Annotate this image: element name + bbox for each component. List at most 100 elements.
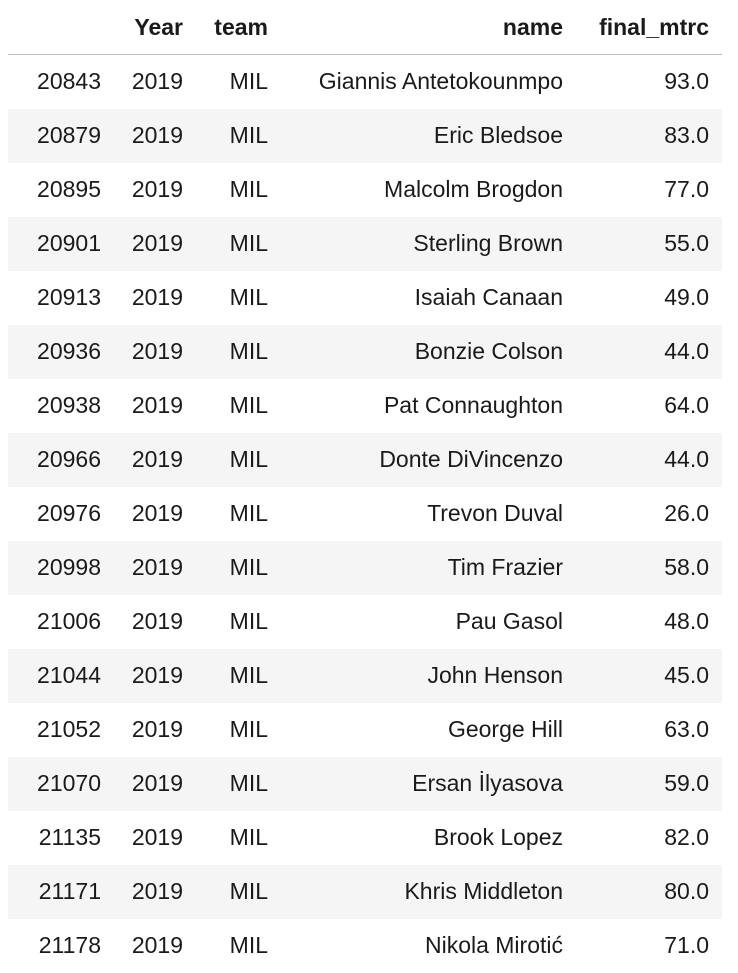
table-row: 20998 2019 MIL Tim Frazier 58.0 [8,540,722,595]
row-index: 20843 [37,68,101,95]
table-row: 20879 2019 MIL Eric Bledsoe 83.0 [8,108,722,163]
cell-final-mtrc: 55.0 [664,230,709,256]
table-row: 21006 2019 MIL Pau Gasol 48.0 [8,595,722,649]
row-index: 20913 [37,284,101,310]
header-name: name [281,0,576,55]
table-row: 20901 2019 MIL Sterling Brown 55.0 [8,216,722,271]
header-team: team [196,0,281,55]
cell-final-mtrc: 93.0 [664,68,709,95]
cell-team: MIL [229,500,268,526]
cell-team: MIL [229,554,268,580]
cell-team: MIL [229,446,268,472]
cell-team: MIL [229,284,268,310]
cell-final-mtrc: 83.0 [664,122,709,148]
cell-name: Khris Middleton [404,878,563,904]
cell-name: Isaiah Canaan [414,284,563,310]
cell-team: MIL [229,122,268,148]
row-index: 21135 [38,824,101,850]
cell-final-mtrc: 44.0 [664,338,709,364]
table-row: 20966 2019 MIL Donte DiVincenzo 44.0 [8,432,722,487]
cell-name: Giannis Antetokounmpo [318,68,563,95]
cell-name: Ersan İlyasova [412,770,563,796]
row-index: 20998 [37,554,101,580]
cell-name: Nikola Mirotić [424,932,563,958]
cell-name: Pau Gasol [455,608,563,634]
cell-final-mtrc: 48.0 [664,608,709,634]
cell-team: MIL [229,662,268,688]
cell-team: MIL [229,932,268,958]
cell-name: Trevon Duval [427,500,563,526]
cell-year: 2019 [131,608,183,634]
cell-year: 2019 [131,554,183,580]
table-row: 21171 2019 MIL Khris Middleton 80.0 [8,864,722,919]
cell-name: John Henson [427,662,563,688]
cell-final-mtrc: 49.0 [664,284,709,310]
header-final-mtrc: final_mtrc [576,0,722,55]
cell-year: 2019 [131,932,183,958]
table-row: 21135 2019 MIL Brook Lopez 82.0 [8,811,722,865]
row-index: 20879 [37,122,101,148]
row-index: 20901 [37,230,101,256]
cell-team: MIL [229,824,268,850]
table-header: Year team name final_mtrc [8,0,722,55]
table-row: 20913 2019 MIL Isaiah Canaan 49.0 [8,271,722,325]
cell-year: 2019 [131,392,183,418]
cell-final-mtrc: 63.0 [664,716,709,742]
header-year: Year [114,0,196,55]
cell-team: MIL [229,770,268,796]
table-row: 20843 2019 MIL Giannis Antetokounmpo 93.0 [8,55,722,109]
cell-final-mtrc: 71.0 [664,932,709,958]
cell-team: MIL [229,338,268,364]
row-index: 21044 [37,662,101,688]
table-row: 21070 2019 MIL Ersan İlyasova 59.0 [8,756,722,811]
cell-team: MIL [229,392,268,418]
cell-team: MIL [229,230,268,256]
cell-final-mtrc: 45.0 [664,662,709,688]
table-row: 21178 2019 MIL Nikola Mirotić 71.0 [8,919,722,973]
cell-team: MIL [229,176,268,202]
header-index [8,0,114,55]
table-row: 21044 2019 MIL John Henson 45.0 [8,648,722,703]
row-index: 20936 [37,338,101,364]
cell-year: 2019 [131,446,183,472]
cell-final-mtrc: 82.0 [664,824,709,850]
cell-year: 2019 [131,500,183,526]
cell-name: Sterling Brown [413,230,563,256]
cell-year: 2019 [131,716,183,742]
cell-year: 2019 [131,662,183,688]
cell-year: 2019 [131,230,183,256]
cell-name: Pat Connaughton [383,392,563,418]
cell-final-mtrc: 64.0 [664,392,709,418]
row-index: 21052 [37,716,101,742]
cell-team: MIL [229,716,268,742]
cell-name: Brook Lopez [433,824,563,850]
row-index: 21178 [38,932,101,958]
cell-final-mtrc: 26.0 [664,500,709,526]
cell-team: MIL [229,608,268,634]
table-body: 20843 2019 MIL Giannis Antetokounmpo 93.0 208… [8,55,722,973]
row-index: 20938 [37,392,101,418]
cell-final-mtrc: 44.0 [664,446,709,472]
table-row: 20895 2019 MIL Malcolm Brogdon 77.0 [8,163,722,217]
cell-name: George Hill [447,716,563,742]
cell-team: MIL [229,878,268,904]
table-row: 20938 2019 MIL Pat Connaughton 64.0 [8,379,722,433]
row-index: 21171 [38,878,101,904]
cell-year: 2019 [131,176,183,202]
cell-name: Bonzie Colson [414,338,563,364]
cell-name: Tim Frazier [447,554,563,580]
row-index: 20895 [37,176,101,202]
table-row: 20976 2019 MIL Trevon Duval 26.0 [8,487,722,541]
cell-year: 2019 [131,824,183,850]
row-index: 20976 [37,500,101,526]
dataframe-table: Year team name final_mtrc 20843 2019 MIL Gi… [8,0,722,973]
cell-final-mtrc: 77.0 [664,176,709,202]
cell-final-mtrc: 59.0 [664,770,709,796]
cell-final-mtrc: 80.0 [664,878,709,904]
cell-year: 2019 [131,338,183,364]
cell-name: Malcolm Brogdon [384,176,563,202]
cell-year: 2019 [131,878,183,904]
row-index: 21070 [37,770,101,796]
cell-year: 2019 [131,284,183,310]
